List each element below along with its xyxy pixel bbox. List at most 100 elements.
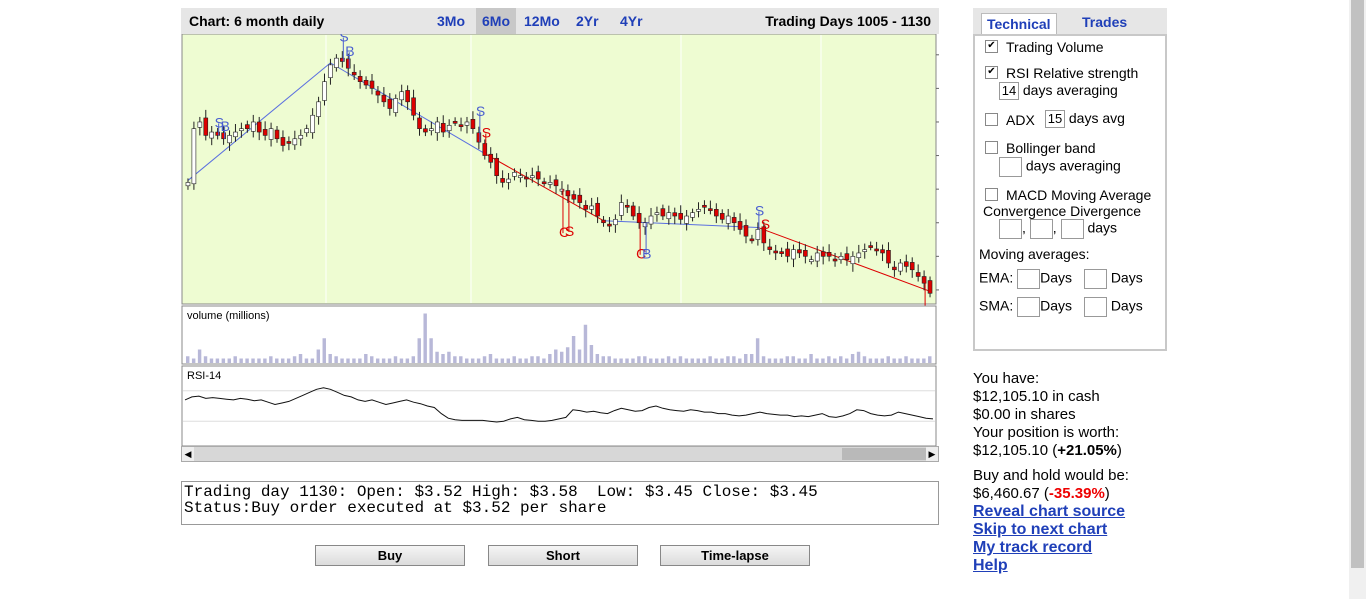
page-scrollbar-thumb[interactable] bbox=[1351, 0, 1364, 568]
candle-body bbox=[832, 258, 838, 262]
reveal-chart-source-link[interactable]: Reveal chart source bbox=[973, 503, 1126, 520]
volume-bar bbox=[209, 358, 214, 363]
volume-bar bbox=[524, 358, 528, 363]
candle-body bbox=[215, 131, 220, 136]
short-button[interactable]: Short bbox=[488, 545, 638, 566]
candle-body bbox=[589, 205, 594, 210]
volume-bar bbox=[459, 356, 463, 363]
rsi-checkbox[interactable]: ✔ bbox=[985, 66, 998, 79]
signal-marker: C bbox=[636, 246, 646, 262]
candle-body bbox=[464, 121, 470, 126]
candle-body bbox=[506, 178, 511, 183]
volume-bar bbox=[435, 351, 439, 363]
candle-body bbox=[541, 181, 547, 185]
candle-body bbox=[518, 175, 523, 179]
volume-bar bbox=[815, 358, 819, 363]
tab-technical[interactable]: Technical bbox=[981, 13, 1057, 35]
timelapse-button[interactable]: Time-lapse bbox=[660, 545, 810, 566]
candle-body bbox=[227, 135, 232, 144]
tab-trades[interactable]: Trades bbox=[1082, 14, 1128, 30]
position-label: Your position is worth: bbox=[973, 424, 1120, 441]
cash-value: $12,105.10 in cash bbox=[973, 388, 1100, 405]
rsi-days-input[interactable]: 14 bbox=[999, 82, 1019, 101]
bollinger-days-input[interactable] bbox=[999, 157, 1022, 177]
ema-days-input-2[interactable] bbox=[1083, 269, 1107, 289]
ema-label: EMA: bbox=[979, 269, 1014, 286]
chart-scrollbar[interactable]: ◀ ▶ bbox=[181, 446, 939, 462]
candle-body bbox=[898, 262, 903, 272]
volume-bar bbox=[779, 358, 784, 363]
adx-checkbox[interactable] bbox=[985, 113, 998, 126]
candle-body bbox=[791, 249, 796, 260]
range-6mo[interactable]: 6Mo bbox=[476, 8, 516, 34]
volume-bar bbox=[666, 356, 671, 363]
sell-trend-line bbox=[757, 226, 931, 292]
candle-body bbox=[909, 262, 915, 271]
volume-bar bbox=[239, 358, 243, 363]
sma-days-input-1[interactable] bbox=[1017, 297, 1041, 317]
volume-bar bbox=[631, 358, 635, 363]
sma-days-label-1: Days bbox=[1040, 297, 1073, 314]
volume-bar bbox=[916, 358, 920, 363]
candle-body bbox=[328, 64, 333, 78]
volume-bar bbox=[684, 358, 689, 363]
candle-body bbox=[405, 90, 410, 103]
volume-bar bbox=[862, 356, 867, 363]
stock-chart[interactable]: 76.565.554.543.5 SBSBSSCSCBSSC volume (m… bbox=[181, 29, 958, 462]
range-3mo[interactable]: 3Mo bbox=[437, 13, 465, 29]
page-scrollbar[interactable] bbox=[1349, 0, 1366, 599]
candle-body bbox=[927, 280, 933, 294]
candle-body bbox=[595, 202, 600, 217]
volume-bar bbox=[506, 358, 511, 363]
candle-body bbox=[719, 213, 725, 220]
ema-days-input-1[interactable] bbox=[1017, 269, 1041, 289]
candle-body bbox=[393, 98, 399, 113]
candle-body bbox=[340, 57, 345, 62]
candle-body bbox=[429, 128, 434, 131]
range-12mo[interactable]: 12Mo bbox=[524, 13, 560, 29]
candle-body bbox=[814, 252, 820, 262]
macd-slow-input[interactable] bbox=[1029, 219, 1053, 239]
volume-bar bbox=[518, 358, 522, 363]
track-record-link[interactable]: My track record bbox=[973, 539, 1093, 556]
account-info: You have: $12,105.10 in cash $0.00 in sh… bbox=[973, 370, 1122, 460]
candle-body bbox=[417, 117, 422, 129]
candle-body bbox=[274, 129, 280, 140]
macd-signal-input[interactable] bbox=[1060, 219, 1084, 239]
candle-body bbox=[714, 209, 719, 217]
volume-bar bbox=[429, 338, 433, 363]
candle-body bbox=[512, 172, 517, 177]
candle-body bbox=[702, 204, 707, 208]
range-4yr[interactable]: 4Yr bbox=[620, 13, 643, 29]
bollinger-days-suffix: days averaging bbox=[1025, 157, 1121, 174]
buy-button[interactable]: Buy bbox=[315, 545, 465, 566]
volume-bar bbox=[892, 358, 896, 363]
volume-bar bbox=[928, 356, 932, 363]
scroll-right-arrow[interactable]: ▶ bbox=[926, 447, 938, 461]
candle-body bbox=[221, 132, 226, 140]
volume-bar bbox=[233, 356, 237, 363]
macd-sep-2: , bbox=[1052, 219, 1057, 236]
macd-fast-input[interactable] bbox=[999, 219, 1022, 239]
candle-body bbox=[666, 212, 672, 220]
volume-bar bbox=[839, 356, 843, 363]
trading-volume-checkbox[interactable]: ✔ bbox=[985, 40, 998, 53]
chart-title: Chart: 6 month daily bbox=[189, 13, 325, 29]
volume-bar bbox=[625, 358, 629, 363]
technical-panel: ✔ Trading Volume ✔ RSI Relative strength… bbox=[973, 34, 1167, 351]
candle-body bbox=[250, 121, 256, 132]
adx-days-input[interactable]: 15 bbox=[1045, 110, 1065, 129]
chart-svg: 76.565.554.543.5 SBSBSSCSCBSSC volume (m… bbox=[181, 29, 958, 447]
volume-bar bbox=[197, 349, 202, 363]
volume-bar bbox=[910, 358, 914, 363]
sma-days-input-2[interactable] bbox=[1083, 297, 1107, 317]
chart-scrollbar-thumb[interactable] bbox=[842, 448, 926, 460]
range-2yr[interactable]: 2Yr bbox=[576, 13, 599, 29]
help-link[interactable]: Help bbox=[973, 557, 1008, 574]
candle-body bbox=[690, 212, 695, 218]
volume-bar bbox=[364, 354, 368, 363]
scroll-left-arrow[interactable]: ◀ bbox=[182, 447, 194, 461]
macd-checkbox[interactable] bbox=[985, 188, 998, 201]
bollinger-checkbox[interactable] bbox=[985, 141, 998, 154]
skip-next-chart-link[interactable]: Skip to next chart bbox=[973, 521, 1108, 538]
